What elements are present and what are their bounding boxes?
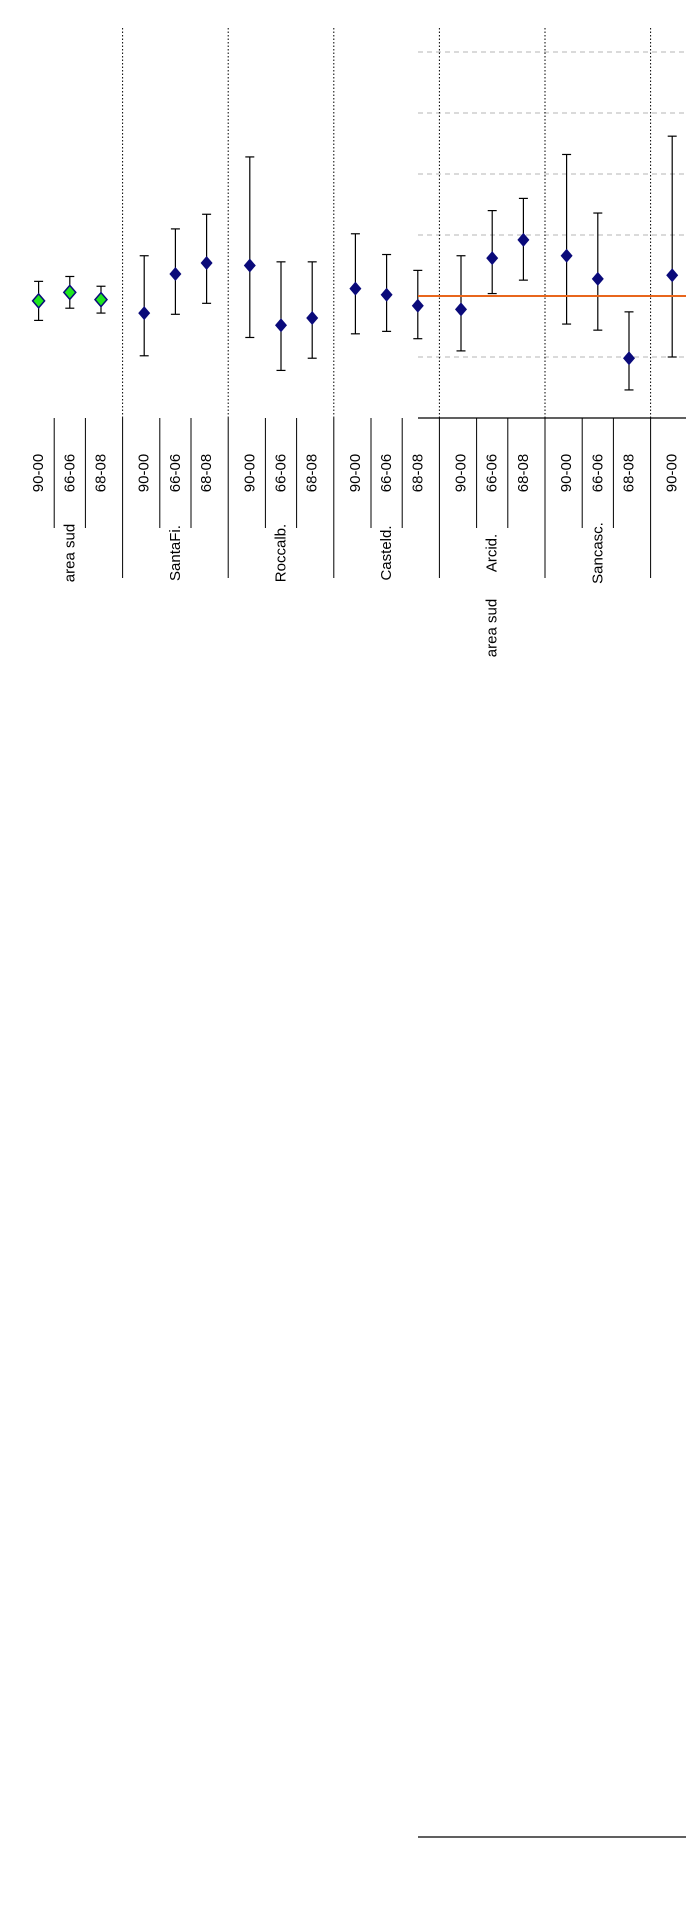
period-label: 68-08 <box>198 454 215 492</box>
point-marker <box>560 248 573 263</box>
period-label: 68-08 <box>621 454 638 492</box>
period-label: 68-08 <box>409 454 426 492</box>
period-label: 68-08 <box>304 454 321 492</box>
error-bars <box>34 135 677 391</box>
point-marker <box>200 256 213 271</box>
period-label: 90-00 <box>347 454 364 492</box>
period-label: 90-00 <box>453 454 470 492</box>
period-label: 90-00 <box>664 454 681 492</box>
point-marker <box>138 306 151 321</box>
point-marker <box>666 268 679 283</box>
period-label: 68-08 <box>93 454 110 492</box>
period-label: 66-06 <box>378 454 395 492</box>
point-markers <box>31 232 679 366</box>
point-marker <box>486 251 499 266</box>
period-label: 66-06 <box>273 454 290 492</box>
point-marker <box>411 298 424 313</box>
period-label: 90-00 <box>136 454 153 492</box>
point-marker <box>380 287 393 302</box>
point-marker <box>275 318 287 333</box>
group-label: Roccalb. <box>273 524 290 582</box>
table-frame <box>53 28 686 1838</box>
period-label: 90-00 <box>30 454 47 492</box>
point-marker <box>94 291 108 308</box>
period-label: 66-06 <box>589 454 606 492</box>
period-label: 66-06 <box>484 454 501 492</box>
point-marker <box>31 292 46 310</box>
group-label: Sancasc. <box>589 522 606 584</box>
period-label: 68-08 <box>515 454 532 492</box>
group-label: Casteld. <box>378 525 395 580</box>
point-marker <box>455 302 467 317</box>
point-marker <box>623 351 635 366</box>
point-marker <box>243 258 256 273</box>
group-label: Arcid. <box>484 534 501 572</box>
period-label: 66-06 <box>61 454 78 492</box>
point-marker <box>517 232 530 247</box>
period-label: 90-00 <box>558 454 575 492</box>
period-label: 90-00 <box>241 454 258 492</box>
point-marker <box>169 267 182 282</box>
group-label: SantaFi. <box>167 525 184 581</box>
point-marker <box>591 271 604 286</box>
point-marker <box>62 284 77 301</box>
macro-area-label: area sud <box>484 599 501 657</box>
period-label: 66-06 <box>167 454 184 492</box>
group-label: area sud <box>61 524 78 582</box>
point-marker <box>349 281 362 296</box>
point-marker <box>306 310 319 325</box>
